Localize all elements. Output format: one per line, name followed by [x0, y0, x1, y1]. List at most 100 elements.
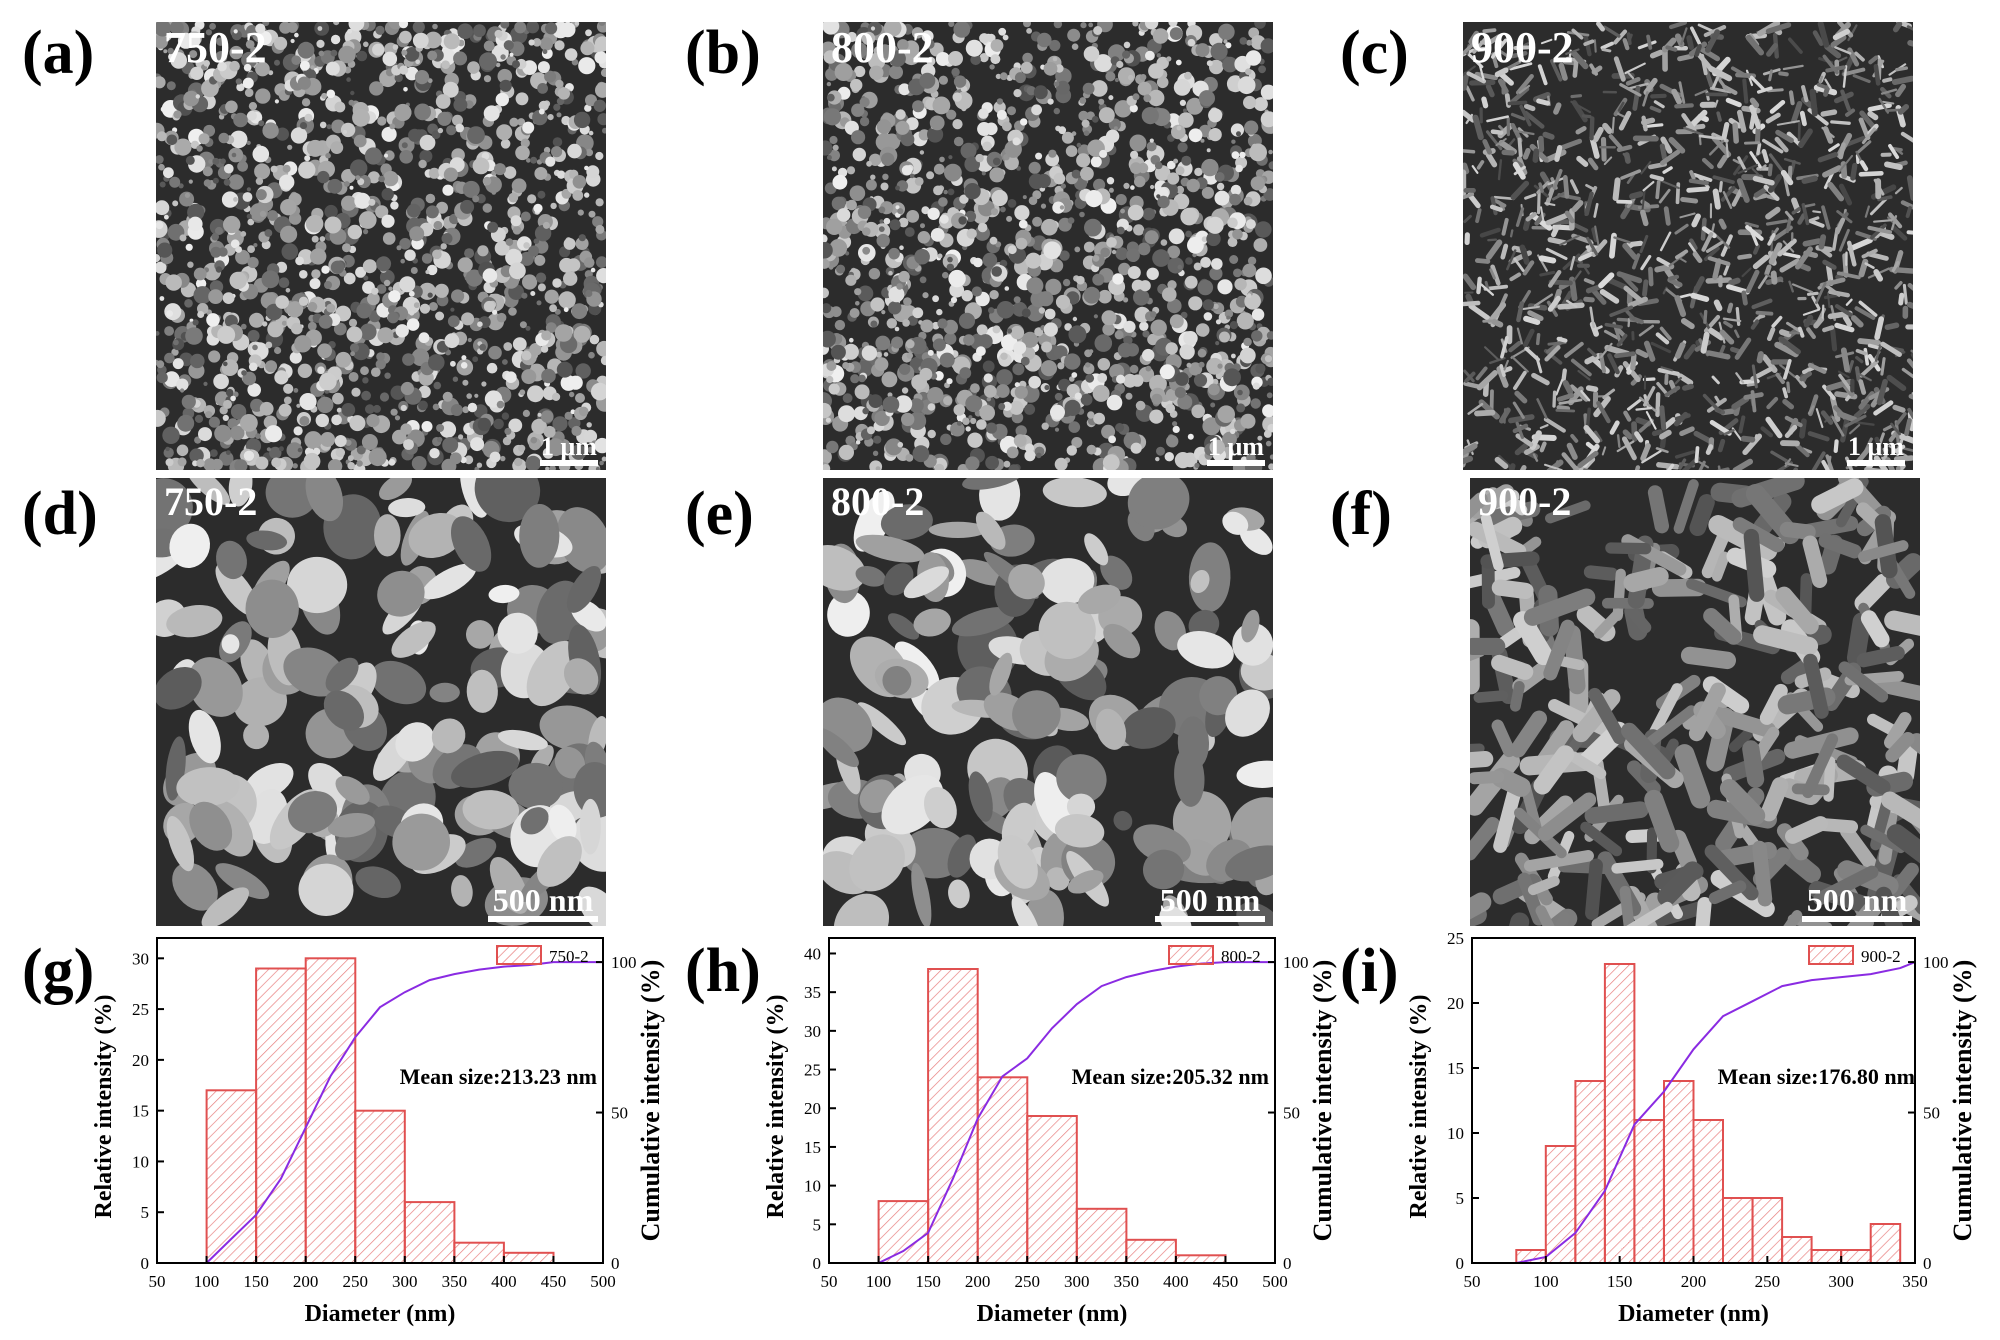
cumulative-curve	[157, 961, 603, 1264]
x-tick-label: 200	[1681, 1272, 1707, 1291]
histogram-bar	[1692, 1119, 1724, 1264]
y-tick-label: 0	[813, 1254, 822, 1273]
x-tick-label: 250	[342, 1272, 368, 1291]
scale-bar-line	[540, 460, 598, 466]
y-tick-label: 40	[804, 944, 821, 963]
cumulative-curve	[1472, 961, 1916, 1264]
y-tick-label: 25	[1447, 929, 1464, 948]
y-tick-label: 10	[804, 1177, 821, 1196]
scale-bar-label: 500 nm	[1159, 882, 1261, 918]
x-tick-label: 300	[1828, 1272, 1854, 1291]
histogram-bar	[1722, 1197, 1754, 1264]
mean-size-annotation: Mean size:176.80 nm	[1718, 1064, 1915, 1089]
x-tick-label: 400	[491, 1272, 517, 1291]
x-tick-label: 500	[590, 1272, 616, 1291]
histogram-bar	[1810, 1249, 1843, 1264]
sem-micrograph: 900-2 1 μm	[1463, 22, 1913, 470]
scale-bar: 1 μm	[1207, 434, 1265, 466]
x-tick-label: 300	[392, 1272, 418, 1291]
y2-axis-label: Cumulative intensity (%)	[636, 960, 665, 1242]
histogram-bar	[877, 1200, 930, 1264]
y-axis-label: Relative intensity (%)	[91, 995, 117, 1219]
scale-bar-label: 1 μm	[1848, 432, 1904, 461]
y-tick-label: 15	[804, 1138, 821, 1157]
x-tick-label: 350	[1902, 1272, 1928, 1291]
y2-tick-label: 50	[611, 1104, 628, 1123]
panel-letter: (e)	[685, 480, 754, 548]
y2-tick-label: 50	[1283, 1104, 1300, 1123]
y-tick-label: 5	[141, 1203, 150, 1222]
y-tick-label: 30	[132, 949, 149, 968]
x-tick-label: 100	[194, 1272, 220, 1291]
y2-tick-label: 0	[1923, 1254, 1932, 1273]
x-tick-label: 50	[1464, 1272, 1481, 1291]
scale-bar-label: 500 nm	[1806, 882, 1908, 918]
sem-micrograph: 800-2 500 nm	[823, 478, 1273, 926]
x-tick-label: 100	[1533, 1272, 1559, 1291]
sample-label: 800-2	[831, 479, 925, 524]
sem-micrograph: 750-2 1 μm	[156, 22, 606, 470]
histogram-bar	[1840, 1249, 1872, 1264]
scale-bar-line	[1802, 916, 1912, 922]
sample-label: 750-2	[164, 23, 267, 72]
x-axis-label: Diameter (nm)	[1618, 1301, 1769, 1327]
scale-bar-line	[488, 916, 598, 922]
sample-label: 750-2	[164, 479, 258, 524]
histogram-bar	[1026, 1115, 1078, 1264]
scale-bar: 1 μm	[1847, 434, 1905, 466]
x-tick-label: 400	[1163, 1272, 1189, 1291]
x-tick-label: 100	[866, 1272, 892, 1291]
histogram-bar	[1663, 1080, 1695, 1264]
legend-label: 750-2	[549, 947, 589, 966]
y2-axis-label: Cumulative intensity (%)	[1948, 960, 1977, 1242]
panel-letter: (a)	[22, 19, 95, 87]
sample-label: 800-2	[831, 23, 934, 72]
scale-bar-line	[1207, 460, 1265, 466]
y2-axis-label: Cumulative intensity (%)	[1308, 960, 1337, 1242]
sem-micrograph: 800-2 1 μm	[823, 22, 1273, 470]
histogram-bar	[1781, 1236, 1813, 1264]
scale-bar: 500 nm	[488, 884, 598, 922]
sem-texture	[1463, 22, 1913, 470]
plot-frame	[828, 937, 1276, 1264]
y2-tick-label: 50	[1923, 1104, 1940, 1123]
y-tick-label: 20	[132, 1051, 149, 1070]
scale-bar-label: 1 μm	[1208, 432, 1264, 461]
y-tick-label: 20	[804, 1099, 821, 1118]
y-tick-label: 5	[1456, 1189, 1465, 1208]
y2-tick-label: 100	[611, 953, 637, 972]
y2-tick-label: 100	[1923, 953, 1949, 972]
scale-bar-line	[1155, 916, 1265, 922]
x-axis-label: Diameter (nm)	[305, 1301, 456, 1327]
scale-bar: 500 nm	[1155, 884, 1265, 922]
panel-letter: (b)	[685, 19, 761, 87]
sem-micrograph: 750-2 500 nm	[156, 478, 606, 926]
scale-bar: 1 μm	[540, 434, 598, 466]
x-tick-label: 200	[293, 1272, 319, 1291]
y-tick-label: 15	[1447, 1059, 1464, 1078]
histogram-bar	[1515, 1249, 1547, 1264]
panel-letter: (g)	[22, 937, 95, 1005]
y-tick-label: 0	[141, 1254, 150, 1273]
sem-texture	[156, 478, 606, 926]
x-tick-label: 300	[1064, 1272, 1090, 1291]
x-tick-label: 150	[915, 1272, 941, 1291]
panel-letter: (h)	[685, 937, 761, 1005]
y-tick-label: 30	[804, 1022, 821, 1041]
sem-texture	[1470, 478, 1920, 926]
scale-bar: 500 nm	[1802, 884, 1912, 922]
x-tick-label: 350	[1114, 1272, 1140, 1291]
panel-letter: (d)	[22, 480, 98, 548]
x-tick-label: 150	[243, 1272, 269, 1291]
sample-label: 900-2	[1478, 479, 1572, 524]
x-tick-label: 450	[1213, 1272, 1239, 1291]
x-tick-label: 150	[1607, 1272, 1633, 1291]
mean-size-annotation: Mean size:213.23 nm	[400, 1064, 597, 1089]
y-tick-label: 25	[132, 1000, 149, 1019]
y-tick-label: 25	[804, 1061, 821, 1080]
y-tick-label: 10	[1447, 1124, 1464, 1143]
sem-micrograph: 900-2 500 nm	[1470, 478, 1920, 926]
y2-tick-label: 0	[611, 1254, 620, 1273]
